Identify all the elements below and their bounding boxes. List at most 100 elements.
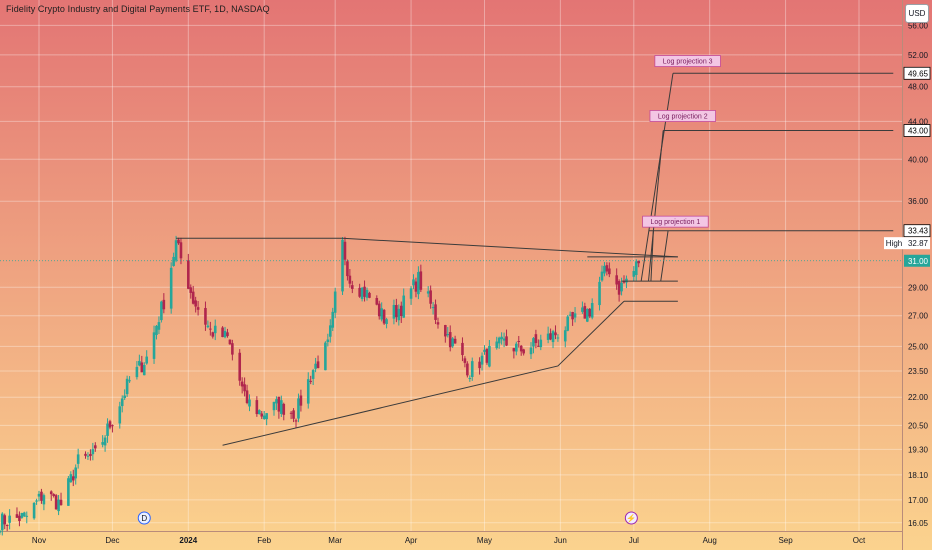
candle-body [155,325,158,335]
candle-body [585,308,589,322]
candle-body [431,307,435,309]
x-tick-label: Aug [703,536,717,545]
candle-body [8,515,11,523]
candle-body [395,305,398,318]
candle-body [392,304,396,319]
candle-body [89,453,92,457]
candle-body [189,287,193,293]
price-label-projection-3: 49.65 [908,69,929,78]
y-tick-label: 29.00 [908,283,929,292]
price-label-projection-1-box [903,224,931,238]
candle-body [328,325,332,337]
candle-body [157,322,161,330]
candle-body [69,474,73,483]
price-label-projection-3-box [903,66,931,80]
candle-body [213,325,217,334]
dividend-icon [137,511,151,525]
projection-ray-4-line [660,230,669,282]
candle-body [294,420,298,422]
projection-label-1: Log projection 1 [651,219,701,226]
candle-body [91,449,95,455]
candle-body [637,260,641,264]
candle-body [138,360,141,366]
candle-body [429,290,432,304]
candle-body [505,336,508,346]
candle-body [211,332,215,337]
candle-body [365,289,369,298]
candle-body [448,332,452,348]
candle-body [316,361,320,369]
candle-body [326,339,330,342]
candle-body [187,260,190,289]
candle-body [275,399,278,404]
candle-body [238,352,242,381]
candle-body [118,406,122,424]
candle-body [145,356,149,364]
candle-body [162,299,166,310]
candle-body [265,413,268,420]
candle-body [5,524,9,526]
candle-body [581,307,584,312]
candle-body [539,339,543,348]
y-tick-label: 48.00 [908,83,929,92]
y-tick-label: 36.00 [908,197,929,206]
candle-body [59,499,63,506]
candle-body [272,401,276,411]
candle-body [49,491,53,495]
candle-body [382,309,386,324]
candle-body [231,343,234,355]
candle-body [603,265,606,274]
candle-body [519,345,523,352]
candle-body [282,403,286,415]
candle-body [598,281,601,306]
candle-body [466,363,469,376]
candle-body [488,345,491,367]
candle-body [495,341,499,349]
x-tick-label: Feb [257,536,271,545]
x-tick-label: Mar [328,536,342,545]
candle-body [280,400,283,414]
candle-body [140,362,144,373]
candle-body [385,319,388,324]
projection-ray-2-line [647,130,664,282]
candle-body [306,379,310,404]
candle-body [125,378,129,395]
candle-body [515,343,518,352]
y-tick-label: 52.00 [908,51,929,60]
candle-body [20,512,24,518]
candle-body [103,437,107,446]
candle-body [123,395,126,399]
candle-body [18,515,21,522]
candle-body [399,305,403,316]
candle-body [243,384,246,392]
x-tick-label: May [477,536,492,545]
currency-button[interactable]: USD [905,4,929,23]
x-tick-label: Sep [778,536,793,545]
candle-body [588,308,592,317]
candle-body [368,292,371,298]
x-tick-label: 2024 [179,536,197,545]
candle-body [451,338,454,347]
candle-body [446,334,450,336]
candle-body [120,398,124,407]
y-tick-label: 19.30 [908,445,929,454]
candle-body [417,272,420,295]
projection-label-2: Log projection 2 [658,113,708,120]
candle-body [174,240,178,261]
candle-body [67,478,70,506]
candle-body [223,330,227,338]
candle-body [622,281,626,283]
candle-body [615,275,618,285]
candle-body [206,325,210,328]
candle-body [260,413,264,417]
candle-body [228,339,232,345]
candle-body [25,515,29,517]
candle-body [554,332,557,336]
candle-body [346,261,349,277]
projection-ray-3-line [650,230,654,282]
y-tick-label: 22.00 [908,393,929,402]
candle-body [434,304,437,320]
candle-body [152,332,156,359]
